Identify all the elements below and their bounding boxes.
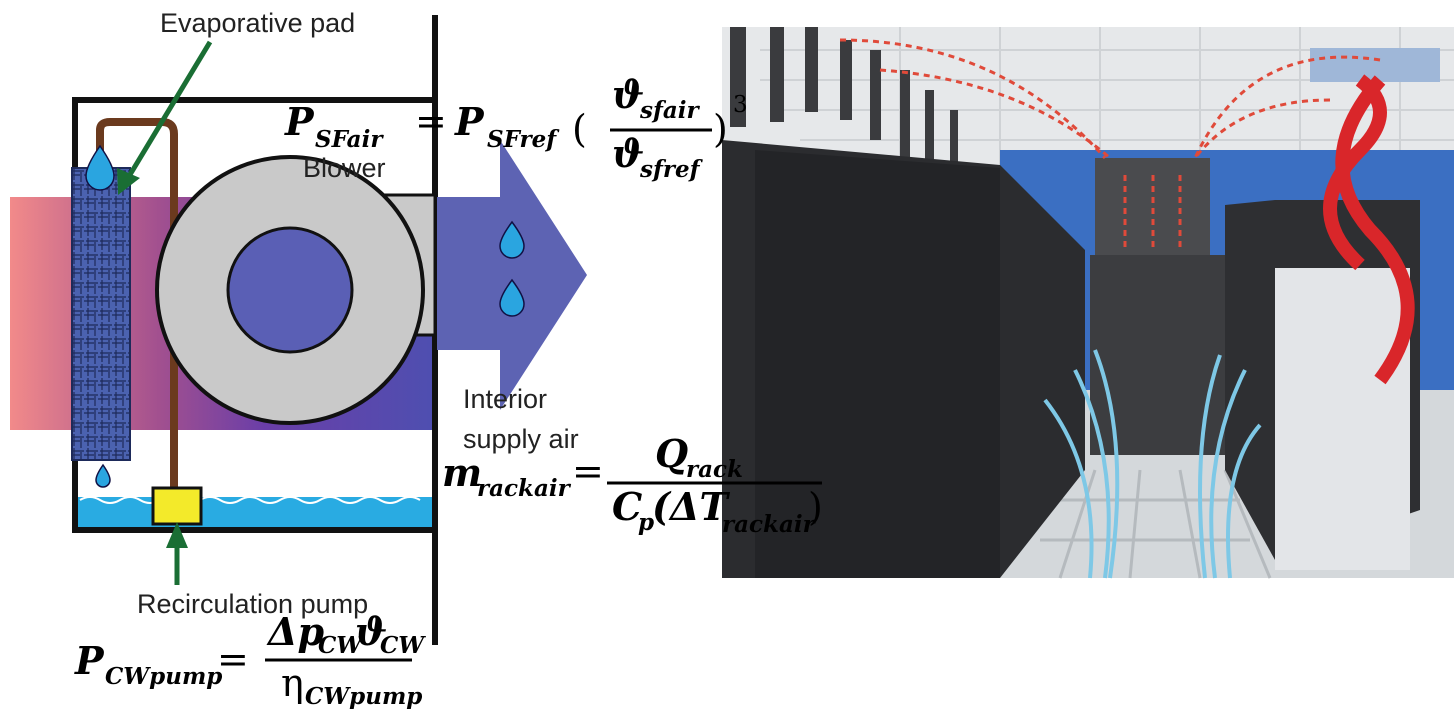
math: Δp: [266, 609, 324, 654]
math: 3: [733, 92, 748, 118]
math: (ΔT: [652, 484, 730, 529]
math: Q: [655, 431, 688, 476]
math: sfref: [639, 156, 704, 183]
math: ): [713, 107, 728, 151]
math: CWpump: [105, 663, 222, 690]
label: Recirculation pump: [137, 589, 368, 619]
math: CWpump: [305, 683, 422, 710]
math: ): [808, 485, 823, 529]
equation-pump: P CWpump = Δp CW ϑ CW η CWpump: [74, 609, 426, 710]
math: P: [284, 99, 315, 144]
math: =: [217, 637, 249, 681]
label: Interior: [463, 384, 547, 414]
label: Blower: [303, 153, 386, 183]
math: SFair: [315, 126, 384, 153]
diagram: Evaporative pad Blower Interior supply a…: [0, 0, 1454, 713]
math: η: [281, 661, 304, 705]
math: P: [454, 99, 485, 144]
label: Evaporative pad: [160, 8, 355, 38]
math: sfair: [639, 97, 700, 124]
math: =: [572, 449, 604, 493]
math: rackair: [722, 511, 817, 538]
math: =: [415, 99, 447, 143]
math: (: [572, 107, 587, 151]
math: rack: [686, 456, 743, 483]
data-center-image: [722, 27, 1454, 578]
math: SFref: [487, 126, 560, 153]
math: CW: [380, 632, 426, 659]
math: P: [74, 638, 105, 683]
math: rackair: [477, 475, 572, 502]
